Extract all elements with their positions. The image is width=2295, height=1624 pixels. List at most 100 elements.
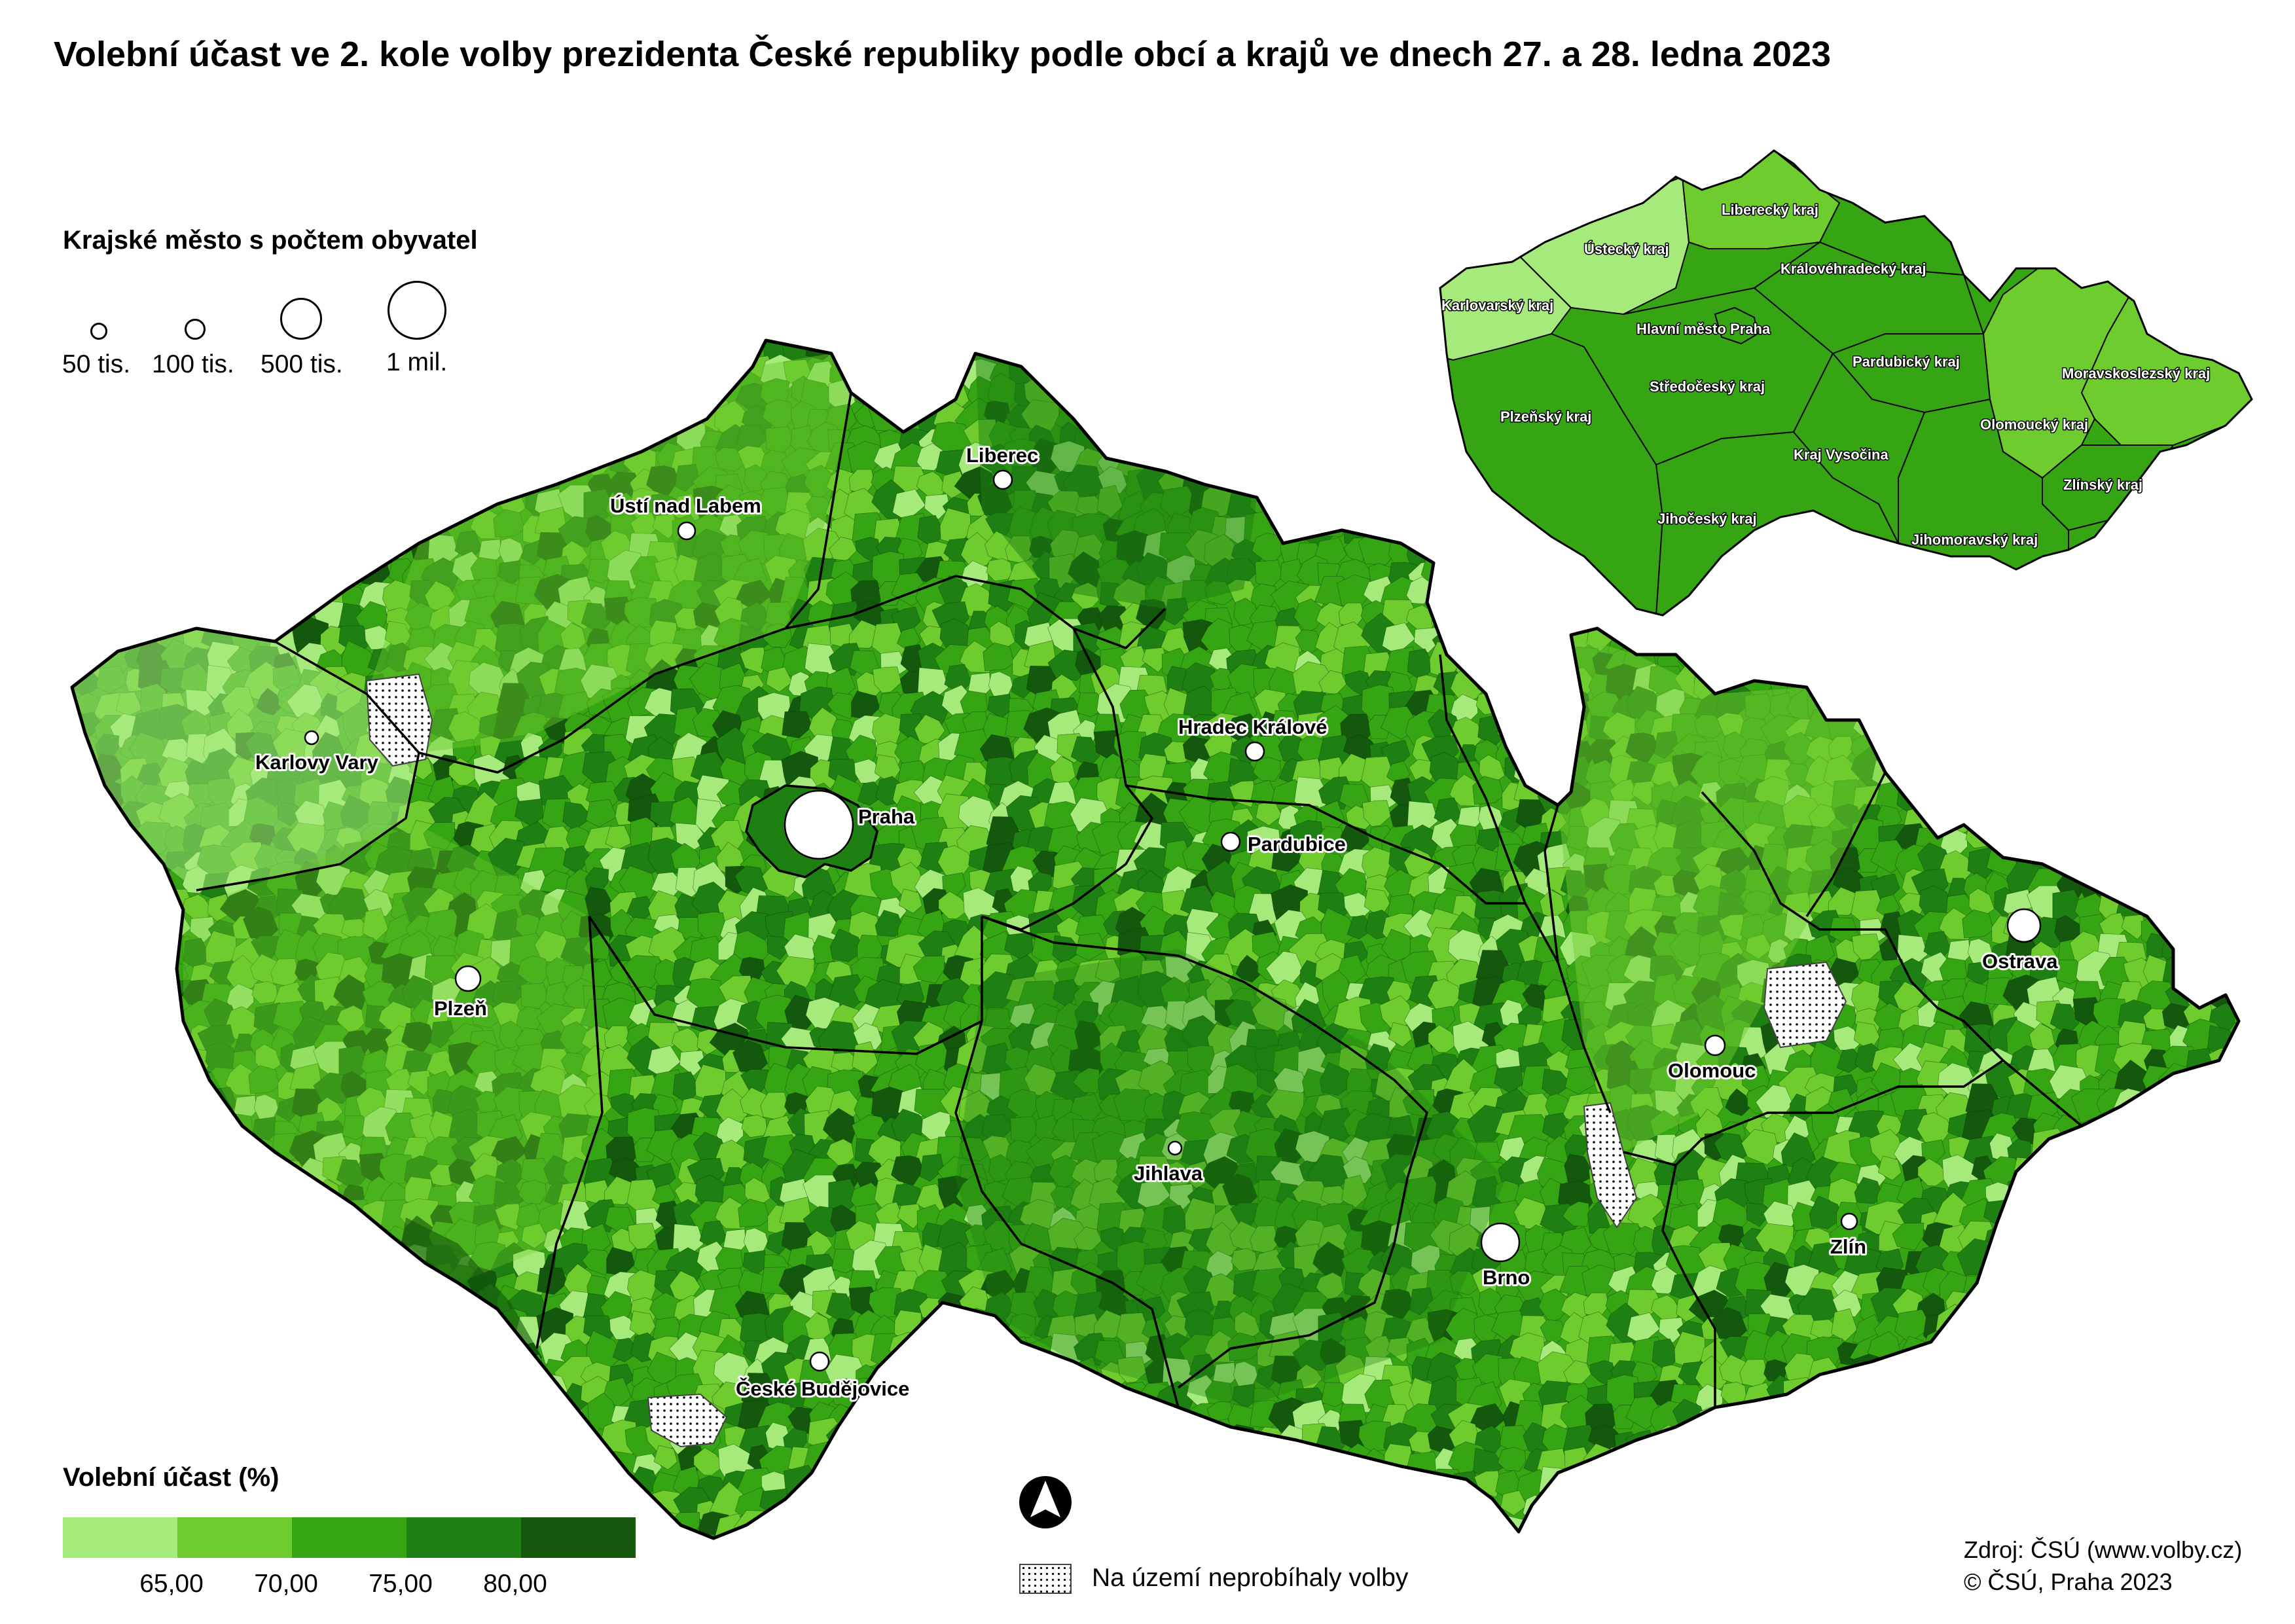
municipality-cell [409,423,441,456]
municipality-cell [1388,491,1418,514]
municipality-cell [256,315,280,338]
municipality-cell [1832,645,1871,677]
municipality-cell [446,427,486,460]
municipality-cell [1269,386,1303,413]
municipality-cell [1964,797,1993,830]
municipality-cell [2155,1379,2196,1410]
municipality-cell [72,796,80,830]
municipality-cell [244,552,287,597]
municipality-cell [271,513,298,543]
municipality-cell [72,357,101,386]
municipality-cell [2159,688,2201,727]
municipality-cell [184,474,214,498]
municipality-cell [72,583,86,611]
municipality-cell [2201,681,2239,719]
municipality-cell [2140,1132,2184,1174]
municipality-cell [380,1329,414,1365]
municipality-cell [2081,645,2108,675]
municipality-cell [1834,1405,1860,1432]
municipality-cell [2143,714,2183,748]
municipality-cell [2096,1193,2135,1235]
municipality-cell [114,584,145,612]
municipality-cell [2076,713,2111,744]
municipality-cell [143,1115,175,1144]
municipality-cell [2138,799,2177,835]
municipality-cell [251,541,275,562]
municipality-cell [2161,1261,2199,1301]
size-circle-100k [185,319,206,340]
municipality-cell [2053,1268,2078,1293]
municipality-cell [2159,1151,2199,1187]
municipality-cell [359,516,390,544]
municipality-cell [2164,1199,2198,1238]
municipality-cell [2227,1115,2239,1148]
municipality-cell [2184,714,2219,747]
municipality-cell [136,509,171,547]
municipality-cell [674,463,700,492]
municipality-cell [232,384,259,409]
municipality-cell [848,1424,882,1454]
municipality-cell [137,1089,168,1116]
municipality-cell [118,1398,149,1428]
municipality-cell [95,1046,122,1071]
municipality-cell [72,777,100,811]
municipality-cell [72,1295,82,1324]
municipality-cell [2051,1335,2079,1360]
municipality-cell [154,509,196,547]
municipality-cell [156,1029,187,1056]
municipality-cell [653,396,689,430]
municipality-cell [1170,427,1199,457]
municipality-cell [1856,1384,1884,1414]
municipality-cell [1945,781,1978,815]
municipality-cell [72,1001,102,1034]
municipality-cell [74,1130,105,1164]
municipality-cell [2029,708,2065,741]
municipality-cell [445,1307,485,1343]
municipality-cell [390,474,417,501]
municipality-cell [2094,777,2133,812]
municipality-cell [2185,1242,2214,1278]
municipality-cell [471,1398,500,1434]
municipality-cell [2077,686,2108,716]
municipality-cell [533,354,575,390]
municipality-cell [143,1320,173,1350]
municipality-cell [158,340,196,346]
municipality-cell [292,577,323,605]
municipality-cell [162,1422,196,1455]
municipality-cell [1805,1405,1834,1434]
municipality-cell [652,513,678,539]
municipality-cell [1386,373,1420,410]
municipality-cell [250,468,278,499]
municipality-cell [1322,358,1353,389]
municipality-cell [448,442,481,475]
municipality-cell [227,1407,257,1439]
municipality-cell [1250,420,1286,448]
municipality-cell [204,418,242,460]
municipality-cell [312,1204,347,1238]
municipality-cell [646,465,679,496]
municipality-cell [1141,425,1170,456]
municipality-cell [1230,376,1255,407]
municipality-cell [386,403,416,427]
municipality-cell [72,844,110,880]
municipality-cell [72,533,106,568]
municipality-cell [1959,1295,2000,1329]
municipality-cell [1179,358,1214,391]
municipality-cell [2051,685,2092,726]
municipality-cell [72,1320,78,1349]
municipality-cell [448,1417,486,1457]
municipality-cell [559,420,590,458]
municipality-cell [181,306,213,340]
municipality-cell [2234,827,2239,856]
municipality-cell [2087,1265,2125,1305]
municipality-cell [73,594,113,629]
municipality-cell [2142,641,2183,679]
municipality-cell [226,1200,259,1235]
municipality-cell [228,1310,267,1350]
municipality-cell [92,1115,121,1142]
municipality-cell [112,554,152,591]
municipality-cell [2095,714,2131,751]
municipality-cell [96,353,130,393]
municipality-cell [522,1374,552,1405]
municipality-cell [1187,398,1219,430]
